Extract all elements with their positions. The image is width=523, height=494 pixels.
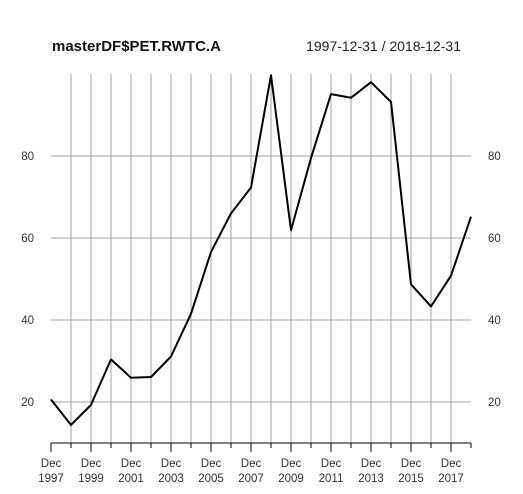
- chart-title: masterDF$PET.RWTC.A: [52, 38, 221, 55]
- series-line: [50, 74, 472, 426]
- x-tick-label-year: 1999: [78, 473, 104, 485]
- x-tick-label-month: Dec: [241, 458, 262, 470]
- series-layer: [50, 74, 472, 426]
- x-tick-label-year: 2017: [438, 473, 464, 485]
- y-tick-label-left: 60: [21, 233, 34, 245]
- x-tick-label-year: 2013: [358, 473, 384, 485]
- x-tick-label-month: Dec: [321, 458, 342, 470]
- horizontal-grid: [51, 155, 471, 403]
- y-tick-label-right: 80: [488, 151, 501, 163]
- x-tick-label-month: Dec: [161, 458, 182, 470]
- x-tick-label-month: Dec: [81, 458, 102, 470]
- x-tick-label-year: 2015: [398, 473, 424, 485]
- x-tick-label-month: Dec: [441, 458, 462, 470]
- vertical-grid: [70, 74, 452, 443]
- x-tick-label-month: Dec: [281, 458, 302, 470]
- y-axis-right-labels: 20 40 60 80: [488, 151, 501, 409]
- y-tick-label-left: 40: [21, 315, 34, 327]
- y-tick-label-right: 60: [488, 233, 501, 245]
- y-tick-label-left: 80: [21, 151, 34, 163]
- x-tick-label-year: 2007: [238, 473, 264, 485]
- x-tick-label-month: Dec: [41, 458, 62, 470]
- x-tick-label-year: 1997: [38, 473, 64, 485]
- x-tick-label-year: 2001: [118, 473, 144, 485]
- y-tick-label-right: 20: [488, 397, 501, 409]
- x-tick-label-month: Dec: [361, 458, 382, 470]
- x-tick-label-month: Dec: [121, 458, 142, 470]
- y-tick-label-left: 20: [21, 397, 34, 409]
- x-axis: Dec 1997 Dec 1999 Dec 2001 Dec 2003 Dec 2005 Dec 20…: [38, 442, 472, 485]
- x-tick-label-month: Dec: [201, 458, 222, 470]
- x-tick-label-year: 2003: [158, 473, 184, 485]
- x-tick-label-year: 2011: [319, 473, 344, 485]
- y-tick-label-right: 40: [488, 315, 501, 327]
- x-tick-label-year: 2009: [278, 473, 304, 485]
- y-axis-left-labels: 20 40 60 80: [21, 151, 34, 409]
- chart-date-range: 1997-12-31 / 2018-12-31: [306, 38, 461, 54]
- x-tick-label-year: 2005: [198, 473, 224, 485]
- x-tick-label-month: Dec: [401, 458, 422, 470]
